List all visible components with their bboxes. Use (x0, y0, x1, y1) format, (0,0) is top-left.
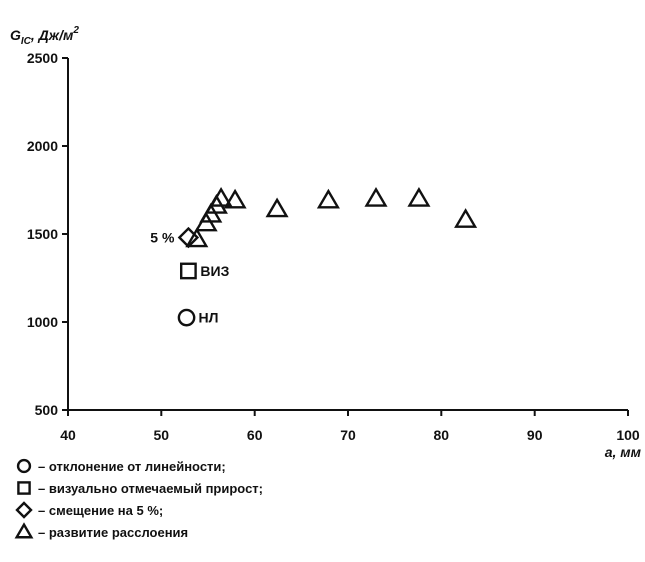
y-tick-2000: 2000 (27, 138, 68, 154)
x-tick-label-60: 60 (247, 427, 263, 443)
y-tick-1000: 1000 (27, 314, 68, 330)
x-tick-label-40: 40 (60, 427, 76, 443)
x-tick-100: 100 (616, 410, 640, 443)
triangle-marker-3-8 (364, 186, 388, 207)
legend-label-triangle: – развитие расслоения (38, 525, 188, 540)
legend-circle-icon (16, 458, 32, 474)
triangle-marker-3-7 (316, 188, 340, 209)
circle-marker-0-0 (177, 308, 196, 327)
triangle-marker-3-6 (265, 197, 289, 218)
triangle-marker-3-10 (454, 208, 478, 228)
point-label-circle: НЛ (199, 310, 219, 326)
triangle-marker-3-4 (209, 186, 233, 207)
legend-diamond-icon (15, 501, 33, 519)
x-tick-50: 50 (154, 410, 170, 443)
x-tick-60: 60 (247, 410, 263, 443)
legend-label-circle: – отклонение от линейности; (38, 459, 226, 474)
square-marker-1-0 (179, 262, 197, 280)
y-tick-500: 500 (35, 402, 68, 418)
y-ticks: 2500 2000 1500 1000 500 (27, 50, 68, 418)
triangle-marker-3-0 (185, 227, 209, 248)
x-tick-80: 80 (434, 410, 450, 443)
legend-triangle-icon (14, 522, 34, 539)
legend-label-diamond: – смещение на 5 %; (38, 503, 163, 518)
x-tick-70: 70 (340, 410, 356, 443)
legend: – отклонение от линейности; – визуально о… (14, 458, 263, 540)
y-axis-title-subscript: IC (21, 36, 32, 47)
y-axis-title-unit: , Дж/м (30, 27, 74, 43)
x-tick-90: 90 (527, 410, 543, 443)
point-label-square: ВИЗ (200, 263, 229, 279)
y-tick-label-1000: 1000 (27, 314, 58, 330)
legend-label-square: – визуально отмечаемый прирост; (38, 481, 263, 496)
y-tick-1500: 1500 (27, 226, 68, 242)
point-label-diamond: 5 % (150, 230, 175, 246)
y-axis-title-symbol: G (10, 27, 21, 43)
y-axis-title: GIC, Дж/м2 (10, 25, 79, 47)
y-tick-label-500: 500 (35, 402, 59, 418)
triangle-marker-3-5 (223, 188, 247, 209)
x-axis-title: a, мм (605, 444, 642, 460)
y-tick-2500: 2500 (27, 50, 68, 66)
x-tick-label-70: 70 (340, 427, 356, 443)
legend-square-icon (17, 481, 31, 495)
x-tick-40: 40 (60, 410, 76, 443)
triangle-marker-3-9 (407, 186, 431, 207)
x-tick-label-50: 50 (154, 427, 170, 443)
x-ticks: 40 50 60 70 80 90 100 (60, 410, 640, 443)
y-axis-title-superscript: 2 (72, 25, 79, 36)
x-tick-label-100: 100 (616, 427, 640, 443)
x-tick-label-80: 80 (434, 427, 450, 443)
x-tick-label-90: 90 (527, 427, 543, 443)
y-tick-label-2000: 2000 (27, 138, 58, 154)
y-tick-label-2500: 2500 (27, 50, 58, 66)
data-points: НЛ ВИЗ 5 % (150, 186, 478, 327)
y-tick-label-1500: 1500 (27, 226, 58, 242)
